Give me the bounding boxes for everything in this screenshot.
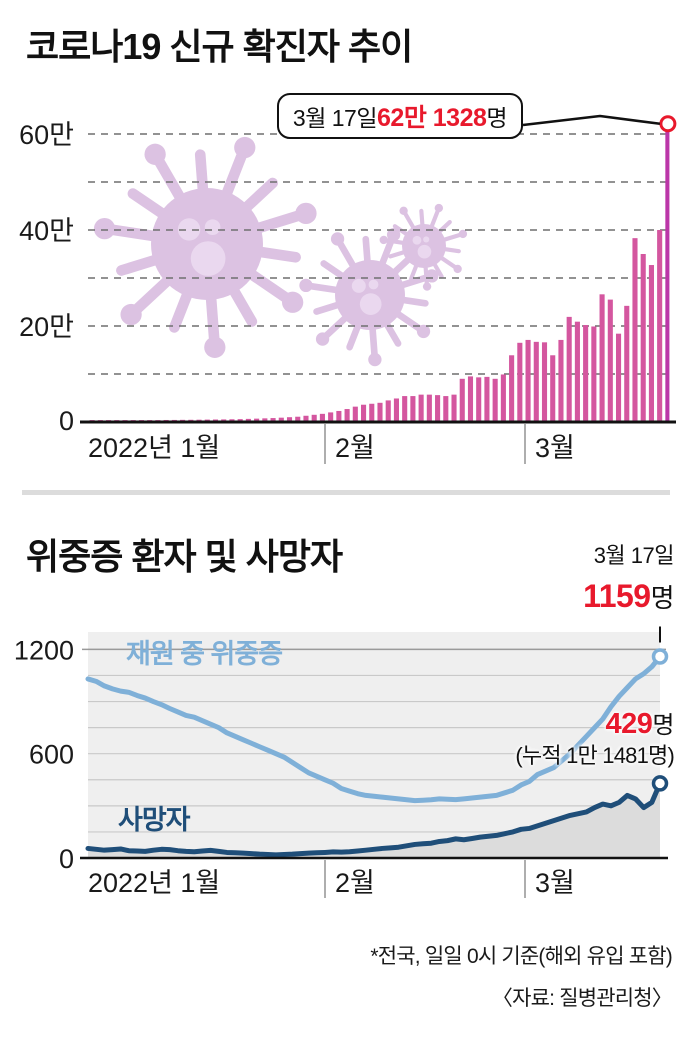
svg-text:60만: 60만 <box>19 120 74 150</box>
svg-text:2022년 1월: 2022년 1월 <box>88 868 220 898</box>
svg-text:2월: 2월 <box>335 868 375 898</box>
death-unit: 명 <box>652 712 674 739</box>
callout-value: 62만 1328 <box>377 104 487 132</box>
bottom-chart-date-label: 3월 17일 <box>593 543 675 568</box>
callout-unit: 명 <box>486 105 508 131</box>
second-chart-title: 위중증 환자 및 사망자 <box>26 536 343 577</box>
series-label-severe: 재원 중 위중증 <box>126 639 283 669</box>
bottom-chart-area-fills <box>88 783 660 858</box>
severe-value-annotation: 1159명 <box>583 578 674 615</box>
severe-and-death-line-chart: 1200 600 0 2022년 1월 2월 3월 <box>14 626 669 898</box>
svg-text:3월: 3월 <box>535 433 575 463</box>
top-chart-x-axis: 2022년 1월 2월 3월 <box>80 420 676 464</box>
severe-value: 1159 <box>583 578 651 614</box>
svg-text:40만: 40만 <box>19 216 74 246</box>
svg-text:20만: 20만 <box>19 312 74 342</box>
cumulative-death-annotation: (누적 1만 1481명) <box>515 743 674 768</box>
svg-text:1200: 1200 <box>14 635 74 665</box>
svg-text:600: 600 <box>29 740 74 770</box>
top-chart-y-axis-labels: 60만 40만 20만 0 <box>19 120 74 436</box>
bottom-chart-end-markers <box>651 626 669 792</box>
svg-text:0: 0 <box>59 406 74 436</box>
footnote-source: 〈자료: 질병관리청〉 <box>491 987 673 1010</box>
virus-decoration-group <box>93 136 468 367</box>
top-chart-bars <box>89 123 670 423</box>
death-value: 429 <box>605 708 653 740</box>
svg-text:0: 0 <box>59 844 74 874</box>
top-chart-panel: 60만 40만 20만 0 2022년 1월 2월 3월 <box>0 80 690 480</box>
bottom-chart-panel: 1200 600 0 2022년 1월 2월 3월 <box>0 520 690 1050</box>
new-cases-bar-chart: 60만 40만 20만 0 2022년 1월 2월 3월 <box>19 114 677 464</box>
page-title: 코로나19 신규 확진자 추이 <box>26 26 413 67</box>
series-label-death: 사망자 <box>118 805 191 835</box>
svg-text:2월: 2월 <box>335 433 375 463</box>
top-chart-last-point-marker <box>522 114 677 133</box>
severe-unit: 명 <box>650 583 675 613</box>
svg-text:2022년 1월: 2022년 1월 <box>88 433 220 463</box>
bottom-chart-x-axis: 2022년 1월 2월 3월 <box>80 856 668 898</box>
section-divider <box>22 490 670 495</box>
bottom-chart-lines <box>85 654 663 858</box>
callout-date: 3월 17일 <box>292 105 378 131</box>
svg-text:3월: 3월 <box>535 868 575 898</box>
footnote-scope: *전국, 일일 0시 기준(해외 유입 포함) <box>370 945 672 968</box>
callout-box: 3월 17일 62만 1328 명 <box>277 93 523 139</box>
bottom-chart-gridlines <box>82 648 666 833</box>
death-value-annotation: 429명 <box>605 705 675 741</box>
bottom-chart-y-axis-labels: 1200 600 0 <box>14 635 74 874</box>
